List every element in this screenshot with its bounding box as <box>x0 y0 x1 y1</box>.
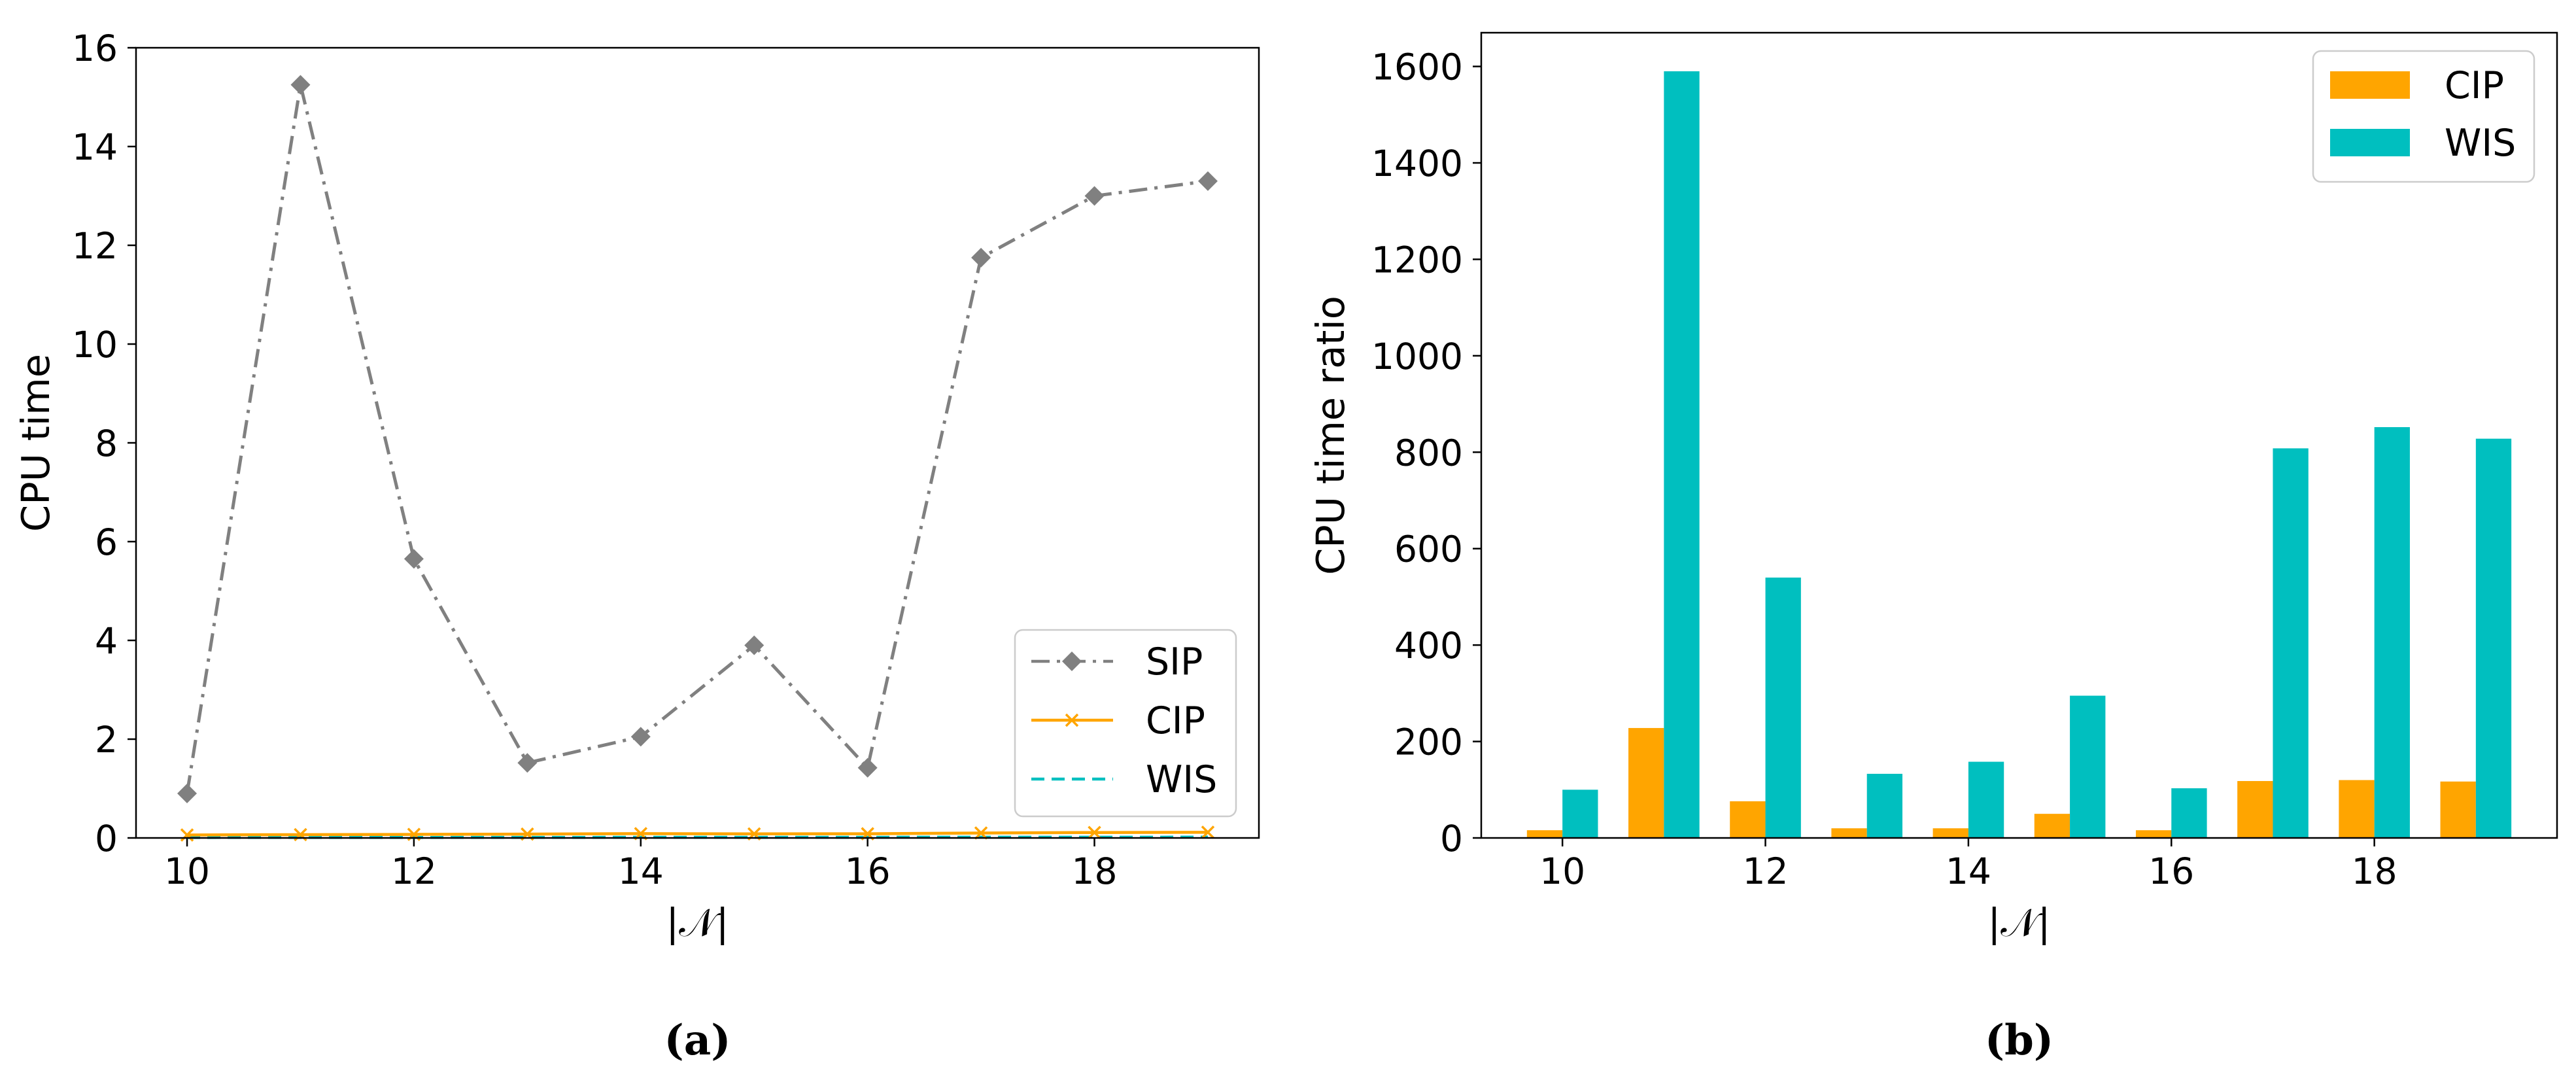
panel-a-line-chart: 10 12 14 16 18 0 2 4 6 8 10 12 14 16 |𝒩| CPU time SIP… <box>13 27 1260 1065</box>
bar-wis-15 <box>2070 695 2106 838</box>
panel-a-ticks: 10 12 14 16 18 0 2 4 6 8 10 12 14 16 <box>72 27 1118 892</box>
data-point-sip <box>744 635 764 655</box>
data-point-sip <box>971 247 991 268</box>
b-x-tick-label: 14 <box>1946 850 1991 892</box>
bar-cip-11 <box>1628 727 1664 838</box>
bar-cip-18 <box>2339 780 2375 838</box>
a-y-tick-label: 12 <box>72 225 118 267</box>
data-point-sip <box>177 784 197 804</box>
b-x-tick-label: 12 <box>1743 850 1789 892</box>
b-x-tick-label: 16 <box>2148 850 2194 892</box>
bar-cip-13 <box>1831 828 1867 838</box>
bar-cip-12 <box>1730 801 1766 838</box>
panel-b-bars <box>1526 71 2512 838</box>
legend-label-cip: CIP <box>2445 64 2504 107</box>
panel-b-caption: (b) <box>1985 1016 2053 1065</box>
bar-wis-16 <box>2171 788 2207 838</box>
data-point-sip <box>1197 171 1218 191</box>
b-y-tick-label: 0 <box>1440 818 1463 860</box>
panel-a-y-axis-label: CPU time <box>13 354 58 532</box>
data-point-cip <box>180 828 194 842</box>
legend-label-cip: CIP <box>1146 699 1205 742</box>
b-y-tick-label: 200 <box>1394 722 1463 763</box>
b-y-tick-label: 1400 <box>1371 143 1463 184</box>
data-point-sip <box>404 549 424 569</box>
data-point-sip <box>1084 186 1105 206</box>
panel-b-legend: CIP WIS <box>2312 50 2535 183</box>
bar-cip-19 <box>2440 781 2476 838</box>
data-point-cip <box>1088 826 1101 839</box>
bar-cip-16 <box>2135 830 2172 838</box>
a-x-tick-label: 16 <box>845 850 891 892</box>
panel-b-ticks: 10 12 14 16 18 0 200 400 600 800 1000 1200 1400 1600 <box>1371 46 2397 892</box>
panel-b-y-axis-label: CPU time ratio <box>1308 296 1353 575</box>
data-point-cip <box>974 826 988 840</box>
legend-marker-sip <box>1062 652 1082 671</box>
legend-marker-cip <box>1065 713 1079 727</box>
a-x-tick-label: 10 <box>164 850 210 892</box>
b-x-tick-label: 10 <box>1539 850 1585 892</box>
series-line-cip <box>187 831 1208 837</box>
a-x-tick-label: 18 <box>1072 850 1118 892</box>
bar-wis-13 <box>1866 773 1903 838</box>
bar-wis-12 <box>1765 577 1801 838</box>
a-y-tick-label: 0 <box>95 818 118 860</box>
a-y-tick-label: 14 <box>72 126 118 168</box>
legend-label-wis: WIS <box>1146 758 1217 801</box>
legend-swatch-wis <box>2330 129 2410 156</box>
panel-a-x-axis-label: |𝒩| <box>666 900 729 945</box>
a-y-tick-label: 10 <box>72 324 118 366</box>
b-y-tick-label: 1600 <box>1371 46 1463 88</box>
b-y-tick-label: 400 <box>1394 625 1463 667</box>
b-y-tick-label: 600 <box>1394 529 1463 570</box>
data-point-sip <box>290 75 311 95</box>
panel-b-axes-frame <box>1480 31 2558 839</box>
a-y-tick-label: 6 <box>95 521 118 563</box>
a-y-tick-label: 4 <box>95 620 118 662</box>
b-x-tick-label: 18 <box>2352 850 2397 892</box>
data-point-sip <box>630 727 651 747</box>
data-point-sip <box>517 753 538 773</box>
a-y-tick-label: 2 <box>95 719 118 761</box>
series-line-sip <box>185 84 1209 794</box>
legend-frame <box>1014 629 1237 818</box>
legend-swatch-cip <box>2330 71 2410 99</box>
bar-cip-15 <box>2034 814 2070 838</box>
a-x-tick-label: 14 <box>618 850 664 892</box>
b-y-tick-label: 800 <box>1394 432 1463 474</box>
panel-b-bar-chart: 10 12 14 16 1802004006008001000120014001600 … <box>1308 31 2558 1065</box>
a-y-tick-label: 8 <box>95 423 118 464</box>
b-y-tick-label: 1200 <box>1371 239 1463 281</box>
bar-wis-17 <box>2273 448 2309 838</box>
legend-label-wis: WIS <box>2445 122 2516 165</box>
b-y-tick-label: 1000 <box>1371 336 1463 377</box>
a-x-tick-label: 12 <box>391 850 437 892</box>
bar-cip-17 <box>2237 781 2273 838</box>
panel-a-legend: SIP CIP WIS <box>1014 629 1237 818</box>
bar-wis-10 <box>1562 790 1598 838</box>
bar-wis-11 <box>1664 71 1700 838</box>
bar-wis-14 <box>1968 761 2004 838</box>
data-point-sip <box>857 757 878 778</box>
data-point-cip <box>1201 826 1215 839</box>
bar-wis-19 <box>2475 438 2512 838</box>
bar-cip-14 <box>1932 828 1968 838</box>
panel-a-caption: (a) <box>664 1016 730 1065</box>
bar-cip-10 <box>1526 830 1563 838</box>
legend-label-sip: SIP <box>1146 640 1203 684</box>
bar-wis-18 <box>2374 426 2410 838</box>
panel-a-axes-frame <box>135 46 1260 839</box>
panel-b-x-axis-label: |𝒩| <box>1987 900 2050 945</box>
a-y-tick-label: 16 <box>72 27 118 69</box>
